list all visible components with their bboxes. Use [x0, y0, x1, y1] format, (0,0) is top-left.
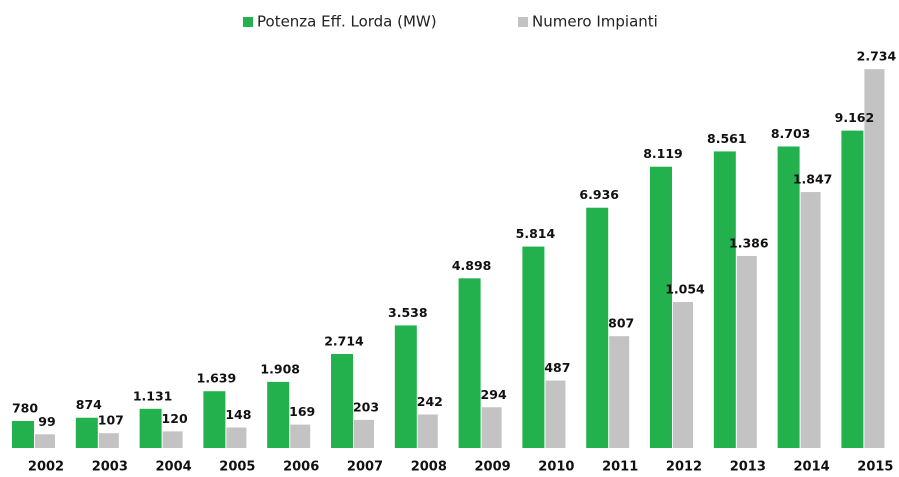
value-label: 203	[353, 399, 379, 414]
x-tick-label: 2011	[602, 460, 638, 475]
bar	[290, 424, 311, 448]
bar	[458, 278, 481, 448]
value-label: 1.386	[729, 235, 769, 250]
x-tick-label: 2003	[92, 460, 128, 475]
bar	[609, 336, 630, 448]
bar	[162, 431, 183, 448]
bar	[800, 192, 821, 448]
bar	[864, 69, 885, 448]
x-tick-label: 2009	[475, 460, 511, 475]
x-tick-label: 2004	[156, 460, 192, 475]
value-label: 487	[544, 360, 570, 375]
bar	[545, 380, 566, 448]
x-tick-label: 2006	[283, 460, 319, 475]
legend-label: Numero Impianti	[532, 13, 658, 31]
value-label: 1.131	[133, 388, 173, 403]
bar	[139, 408, 162, 448]
bar	[713, 151, 736, 449]
value-label: 2.714	[324, 333, 364, 348]
value-label: 294	[481, 387, 507, 402]
bar	[522, 246, 545, 448]
x-tick-label: 2008	[411, 460, 447, 475]
value-label: 242	[417, 394, 443, 409]
bar	[841, 130, 864, 448]
x-tick-label: 2010	[538, 460, 574, 475]
bar	[736, 255, 757, 448]
value-label: 8.561	[707, 131, 747, 146]
bar	[267, 381, 290, 448]
value-label: 107	[98, 413, 124, 428]
legend-swatch	[518, 17, 528, 27]
value-label: 9.162	[835, 110, 875, 125]
value-label: 3.538	[388, 305, 428, 320]
value-label: 780	[12, 400, 38, 415]
value-label: 1.639	[197, 371, 237, 386]
bar	[35, 434, 55, 448]
bar	[75, 417, 98, 448]
x-tick-label: 2014	[794, 460, 830, 475]
bar	[98, 433, 119, 448]
bar	[650, 166, 672, 448]
bar	[394, 325, 417, 448]
value-label: 2.734	[857, 49, 897, 64]
value-label: 874	[76, 397, 102, 412]
value-label: 1.847	[793, 172, 833, 187]
bar	[331, 353, 353, 448]
bar	[203, 391, 226, 448]
x-tick-label: 2015	[857, 460, 893, 475]
bar	[481, 407, 502, 448]
value-label: 1.908	[260, 361, 300, 376]
bar	[777, 146, 800, 448]
bar	[12, 420, 34, 448]
value-label: 120	[162, 411, 188, 426]
value-label: 8.703	[771, 126, 811, 141]
value-label: 169	[289, 404, 315, 419]
value-label: 4.898	[452, 258, 492, 273]
x-tick-label: 2013	[730, 460, 766, 475]
bar	[354, 419, 374, 448]
value-label: 6.936	[579, 187, 619, 202]
value-label: 807	[608, 316, 634, 331]
bar	[226, 427, 247, 448]
value-label: 5.814	[516, 226, 556, 241]
value-label: 1.054	[665, 281, 705, 296]
x-tick-label: 2002	[28, 460, 64, 475]
value-label: 99	[38, 414, 55, 429]
x-tick-label: 2012	[666, 460, 702, 475]
value-label: 148	[225, 407, 251, 422]
x-tick-label: 2005	[219, 460, 255, 475]
bar	[673, 301, 693, 448]
bar	[586, 207, 609, 448]
value-label: 8.119	[643, 146, 683, 161]
x-tick-label: 2007	[347, 460, 383, 475]
bar	[417, 414, 438, 448]
legend-label: Potenza Eff. Lorda (MW)	[257, 13, 437, 31]
legend-swatch	[243, 17, 253, 27]
